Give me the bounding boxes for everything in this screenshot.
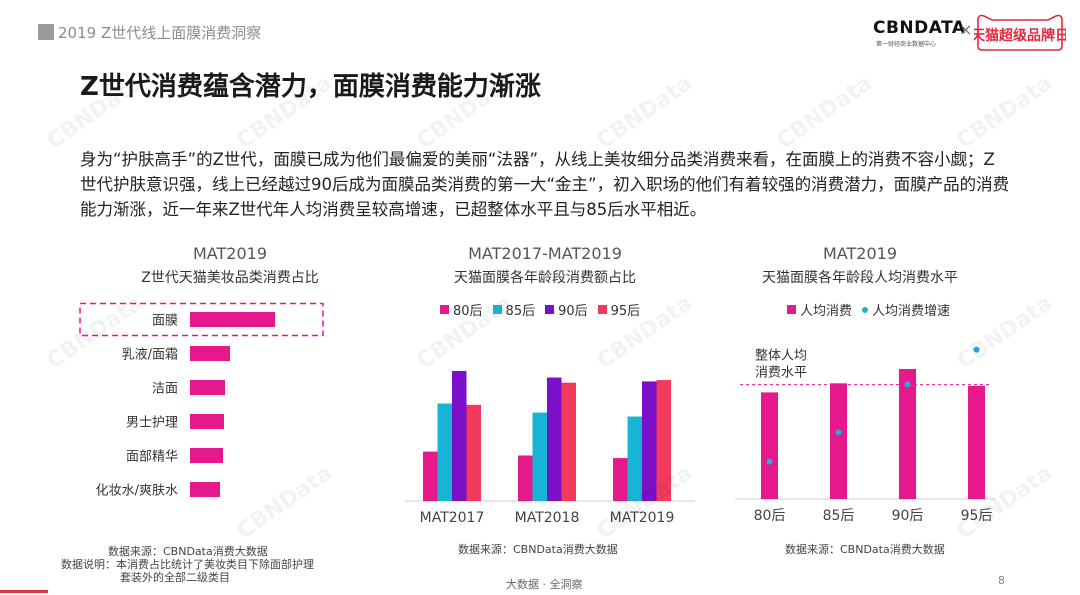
section-title: 2019 Z世代线上面膜消费洞察 <box>58 24 262 42</box>
x-tick-label: MAT2019 <box>610 510 675 526</box>
bar <box>532 412 547 501</box>
chart3-subtitle: MAT2019 <box>823 244 897 263</box>
chart2-title: 天猫面膜各年龄段消费额占比 <box>454 270 636 286</box>
bar <box>190 346 230 361</box>
tmall-super-brand-day-logo: 天猫超级品牌日 <box>974 14 1066 51</box>
bar <box>452 371 467 501</box>
bar <box>656 380 671 501</box>
reference-label: 整体人均 <box>755 349 807 364</box>
growth-dot <box>904 381 911 388</box>
bar <box>561 382 576 501</box>
footer-accent-bar <box>0 590 48 593</box>
watermark: CBNData <box>592 70 698 155</box>
chart1-note-line1: 数据说明：本消费占比统计了美妆类目下除面部护理 <box>61 558 314 571</box>
chart3-title: 天猫面膜各年龄段人均消费水平 <box>762 270 958 286</box>
chart1-subtitle: MAT2019 <box>193 244 267 263</box>
category-label: 乳液/面霜 <box>122 348 178 363</box>
page-number: 8 <box>998 574 1005 587</box>
bar <box>642 381 657 501</box>
chart2-grouped-bar-chart: MAT2017 MAT2018 MAT2019 <box>405 371 695 526</box>
cbndata-logo-subtitle: 第一财经商业数据中心 <box>876 41 937 48</box>
legend-item-growth: 人均消费增速 <box>862 300 950 319</box>
logo-cross: × <box>959 20 973 39</box>
legend-item-95: 95后 <box>597 300 640 319</box>
x-tick-label: MAT2018 <box>515 510 580 526</box>
chart1-note-line2: 套装外的全部二级类目 <box>120 571 230 584</box>
category-label: 男士护理 <box>126 416 178 431</box>
category-label: 面膜 <box>152 314 178 329</box>
bar <box>518 455 533 501</box>
page-title: Z世代消费蕴含潜力，面膜消费能力渐涨 <box>80 72 541 102</box>
legend-item-per-capita: 人均消费 <box>787 300 852 319</box>
category-label: 化妆水/爽肤水 <box>96 484 178 499</box>
reference-label: 消费水平 <box>755 366 807 381</box>
x-tick-label: MAT2017 <box>420 510 485 526</box>
bar <box>190 380 225 395</box>
chart2-source: 数据来源：CBNData消费大数据 <box>458 543 618 556</box>
category-label: 面部精华 <box>126 450 178 465</box>
cbndata-logo: CBNDATA <box>873 18 966 38</box>
chart3-legend: 人均消费 人均消费增速 <box>787 300 950 319</box>
legend-item-90: 90后 <box>545 300 588 319</box>
x-tick-label: 90后 <box>892 508 924 524</box>
header-square-icon <box>38 24 54 40</box>
watermark: CBNData <box>952 70 1058 155</box>
x-tick-label: 95后 <box>961 508 993 524</box>
legend-item-85: 85后 <box>492 300 535 319</box>
bar <box>190 312 275 327</box>
chart1-source: 数据来源：CBNData消费大数据 <box>108 545 268 558</box>
bar <box>466 404 481 501</box>
bar <box>627 416 642 501</box>
chart2-legend: 80后 85后 90后 95后 <box>440 300 640 319</box>
growth-dot <box>973 346 980 353</box>
highlight-box <box>79 302 324 337</box>
growth-dot <box>835 429 842 436</box>
bar <box>190 482 220 497</box>
bar <box>968 385 985 499</box>
bar <box>761 392 778 499</box>
growth-dot <box>766 458 773 465</box>
bar <box>190 448 223 463</box>
footer-slogan: 大数据 · 全洞察 <box>506 578 583 591</box>
watermark: CBNData <box>772 70 878 155</box>
bar <box>547 377 562 501</box>
bar <box>437 403 452 501</box>
chart2-subtitle: MAT2017-MAT2019 <box>468 244 622 263</box>
chart1-title: Z世代天猫美妆品类消费占比 <box>141 270 319 286</box>
intro-paragraph: 身为“护肤高手”的Z世代，面膜已成为他们最偏爱的美丽“法器”，从线上美妆细分品类… <box>80 150 1010 219</box>
bar <box>613 458 628 501</box>
bar <box>423 451 438 501</box>
category-label: 洁面 <box>152 382 178 397</box>
x-tick-label: 85后 <box>823 508 855 524</box>
bar <box>899 369 916 499</box>
x-tick-label: 80后 <box>754 508 786 524</box>
bar <box>830 383 847 499</box>
legend-item-80: 80后 <box>440 300 483 319</box>
svg-text:天猫超级品牌日: 天猫超级品牌日 <box>974 27 1066 44</box>
chart3-source: 数据来源：CBNData消费大数据 <box>785 543 945 556</box>
bar <box>190 414 224 429</box>
